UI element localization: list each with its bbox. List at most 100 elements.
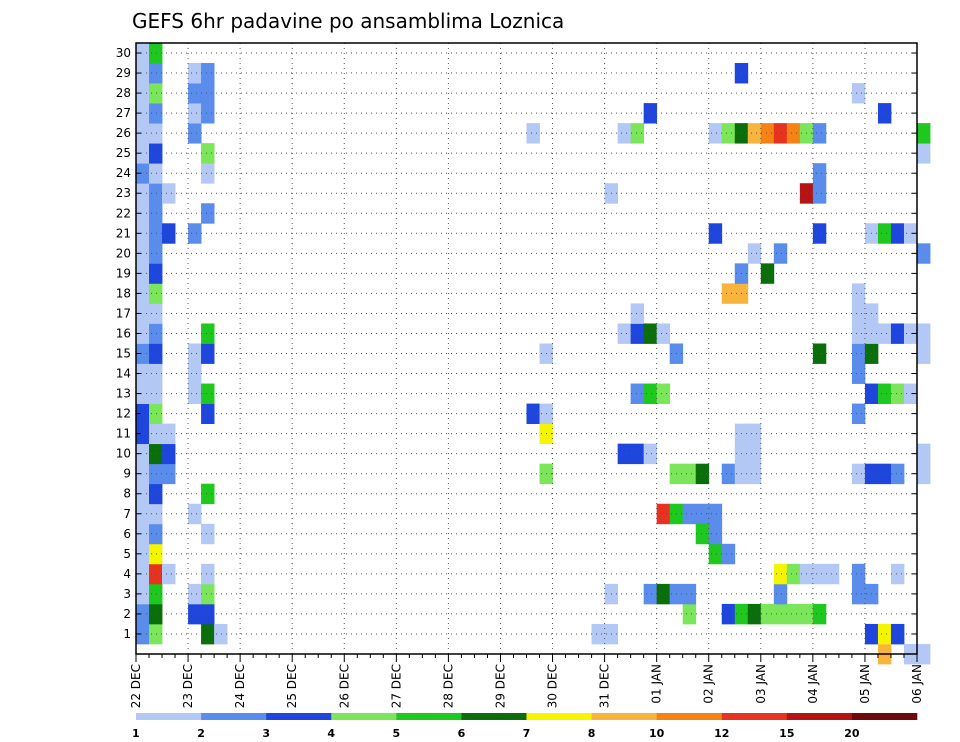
heatmap-cell	[721, 543, 736, 565]
grid-lines	[136, 43, 917, 654]
heatmap-cell	[188, 83, 202, 104]
y-tick-label: 30	[116, 46, 131, 60]
colorbar-swatch	[721, 713, 788, 720]
heatmap-cell	[747, 423, 762, 445]
heatmap-cell	[760, 603, 775, 625]
heatmap-cell	[526, 123, 540, 144]
x-tick-label: 27 DEC	[389, 664, 403, 708]
heatmap-cell	[747, 243, 762, 264]
x-tick-label: 26 DEC	[337, 664, 351, 708]
heatmap-cell	[851, 83, 866, 104]
heatmap-cell	[890, 463, 905, 485]
heatmap-cell	[903, 383, 918, 404]
heatmap-cell	[149, 323, 163, 344]
heatmap-cell	[136, 583, 150, 605]
heatmap-cell	[851, 463, 866, 485]
x-tick-label: 05 JAN	[858, 664, 872, 704]
colorbar-label: 10	[649, 727, 665, 740]
heatmap-cell	[877, 623, 892, 645]
heatmap-cell	[721, 463, 736, 485]
heatmap-cell	[136, 483, 150, 505]
heatmap-cell	[786, 603, 801, 625]
heatmap-cell	[136, 303, 150, 324]
colorbar-swatch	[461, 713, 527, 720]
heatmap-cell	[708, 523, 723, 545]
heatmap-cell	[136, 543, 150, 565]
heatmap-cell	[877, 223, 892, 244]
heatmap-cell	[214, 623, 228, 645]
heatmap-cell	[201, 523, 215, 545]
heatmap-cell	[617, 443, 632, 465]
heatmap-cell	[136, 343, 150, 364]
chart-title: GEFS 6hr padavine po ansamblima Loznica	[132, 9, 564, 33]
heatmap-cell	[201, 623, 215, 645]
heatmap-cell	[812, 343, 827, 364]
heatmap-cell	[682, 503, 697, 525]
colorbar-label: 8	[588, 727, 596, 740]
heatmap-cell	[851, 283, 866, 304]
heatmap-cell	[786, 123, 801, 144]
heatmap-cell	[201, 603, 215, 625]
y-tick-label: 25	[116, 146, 131, 160]
heatmap-cell	[851, 563, 866, 585]
heatmap-cell	[136, 523, 150, 545]
x-tick-label: 28 DEC	[441, 664, 455, 708]
heatmap-cell	[877, 323, 892, 344]
heatmap-cell	[708, 503, 723, 525]
y-tick-label: 21	[116, 226, 131, 240]
heatmap-cell	[149, 183, 163, 204]
heatmap-cell	[643, 383, 658, 404]
heatmap-cell	[201, 323, 215, 344]
x-tick-label: 25 DEC	[285, 664, 299, 708]
heatmap-cell	[617, 323, 632, 344]
y-tick-label: 11	[116, 427, 131, 441]
colorbar-swatch	[201, 713, 267, 720]
heatmap-cell	[149, 343, 163, 364]
heatmap-cell	[136, 243, 150, 264]
heatmap-cell	[136, 363, 150, 384]
y-tick-label: 9	[123, 467, 131, 481]
heatmap-cell	[721, 123, 736, 144]
heatmap-cell	[877, 103, 892, 124]
heatmap-cell	[760, 123, 775, 144]
heatmap-cell	[851, 303, 866, 324]
heatmap-cell	[656, 383, 671, 404]
y-tick-label: 15	[116, 347, 131, 361]
heatmap-cell	[917, 443, 931, 465]
heatmap-cell	[773, 123, 788, 144]
x-tick-label: 02 JAN	[702, 664, 716, 704]
heatmap-cell	[162, 423, 176, 445]
heatmap-cell	[136, 163, 150, 184]
heatmap-cell	[890, 223, 905, 244]
heatmap-cell	[201, 83, 215, 104]
heatmap-cell	[188, 63, 202, 84]
heatmap-cell	[917, 643, 931, 665]
y-tick-label: 17	[116, 306, 131, 320]
heatmap-cell	[149, 383, 163, 404]
heatmap-cell	[149, 583, 163, 605]
heatmap-cell	[747, 443, 762, 465]
y-tick-label: 1	[123, 627, 131, 641]
heatmap-cell	[188, 123, 202, 144]
y-tick-label: 28	[116, 86, 131, 100]
heatmap-cell	[149, 423, 163, 445]
heatmap-cell	[643, 323, 658, 344]
colorbar-swatch	[396, 713, 462, 720]
heatmap-cell	[917, 463, 931, 485]
y-tick-label: 29	[116, 66, 131, 80]
y-tick-label: 12	[116, 407, 131, 421]
heatmap-cell	[812, 563, 827, 585]
heatmap-cell	[188, 223, 202, 244]
heatmap-cell	[877, 463, 892, 485]
heatmap-cell	[149, 303, 163, 324]
heatmap-cell	[136, 503, 150, 525]
heatmap-cell	[136, 403, 150, 425]
colorbar-label: 15	[779, 727, 794, 740]
heatmap-cell	[188, 603, 202, 625]
heatmap-cell	[149, 283, 163, 304]
heatmap-cell	[149, 623, 163, 645]
heatmap-cell	[201, 63, 215, 84]
heatmap-cell	[695, 463, 710, 485]
heatmap-cell	[162, 443, 176, 465]
